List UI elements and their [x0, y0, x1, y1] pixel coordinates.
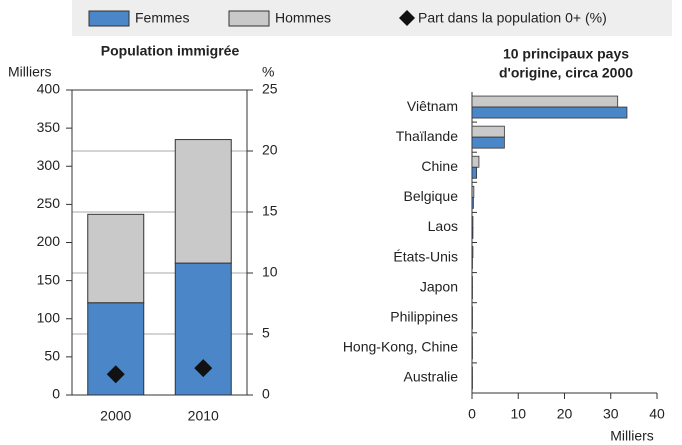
legend-marker: [399, 10, 415, 26]
y-axis-label: Milliers: [8, 64, 52, 80]
y-tick-label: 150: [37, 271, 61, 287]
y-tick-label: Thaïlande: [396, 128, 458, 144]
y-tick-label: Japon: [420, 278, 458, 294]
bar: [87, 213, 145, 304]
bar: [471, 227, 474, 239]
legend-band: [72, 0, 672, 36]
bar: [471, 196, 474, 209]
bar: [471, 125, 505, 138]
x-tick-label: 30: [603, 406, 619, 422]
y2-tick-label: 5: [262, 325, 270, 341]
plot-frame: [71, 89, 248, 396]
bar: [174, 139, 232, 264]
bar: [471, 166, 478, 179]
y-tick-label: Hong-Kong, Chine: [343, 339, 458, 355]
x-tick-label: 2000: [100, 408, 131, 424]
x-axis-label: Milliers: [610, 428, 654, 444]
y-tick-label: 100: [37, 309, 61, 325]
y-tick-label: Chine: [421, 158, 458, 174]
x-tick-label: 20: [557, 406, 573, 422]
marker: [106, 365, 125, 384]
y-tick-label: 50: [44, 348, 60, 364]
chart-title: 10 principaux pays: [503, 46, 629, 62]
bar: [471, 246, 474, 258]
y-tick-label: Australie: [404, 369, 459, 385]
y-tick-label: 300: [37, 157, 61, 173]
bar: [471, 95, 619, 108]
y-tick-label: 350: [37, 119, 61, 135]
legend-label: Hommes: [275, 10, 331, 26]
y-tick-label: 250: [37, 195, 61, 211]
chart-title: d'origine, circa 2000: [499, 65, 633, 81]
bar: [471, 106, 628, 119]
y-tick-label: 0: [52, 386, 60, 402]
y-tick-label: 400: [37, 81, 61, 97]
y2-tick-label: 20: [262, 142, 278, 158]
marker: [194, 359, 213, 378]
bar: [471, 155, 480, 168]
y-tick-label: 200: [37, 233, 61, 249]
legend-swatch: [88, 10, 130, 27]
bar: [471, 216, 474, 228]
legend-swatch: [228, 10, 270, 27]
y2-tick-label: 15: [262, 203, 278, 219]
y-tick-label: Belgique: [404, 188, 459, 204]
y2-tick-label: 0: [262, 386, 270, 402]
bar: [471, 185, 475, 198]
legend-label: Part dans la population 0+ (%): [418, 10, 607, 26]
x-tick-label: 10: [510, 406, 526, 422]
y-tick-label: États-Unis: [393, 248, 458, 264]
y-tick-label: Philippines: [390, 308, 458, 324]
bar: [471, 136, 505, 149]
x-tick-label: 0: [468, 406, 476, 422]
y2-axis-label: %: [262, 64, 274, 80]
y-tick-label: Laos: [428, 218, 458, 234]
y2-tick-label: 25: [262, 81, 278, 97]
x-tick-label: 40: [649, 406, 665, 422]
y2-tick-label: 10: [262, 264, 278, 280]
x-tick-label: 2010: [188, 408, 219, 424]
y-tick-label: Viêtnam: [407, 98, 458, 114]
legend-label: Femmes: [135, 10, 189, 26]
chart-title: Population immigrée: [101, 43, 240, 59]
